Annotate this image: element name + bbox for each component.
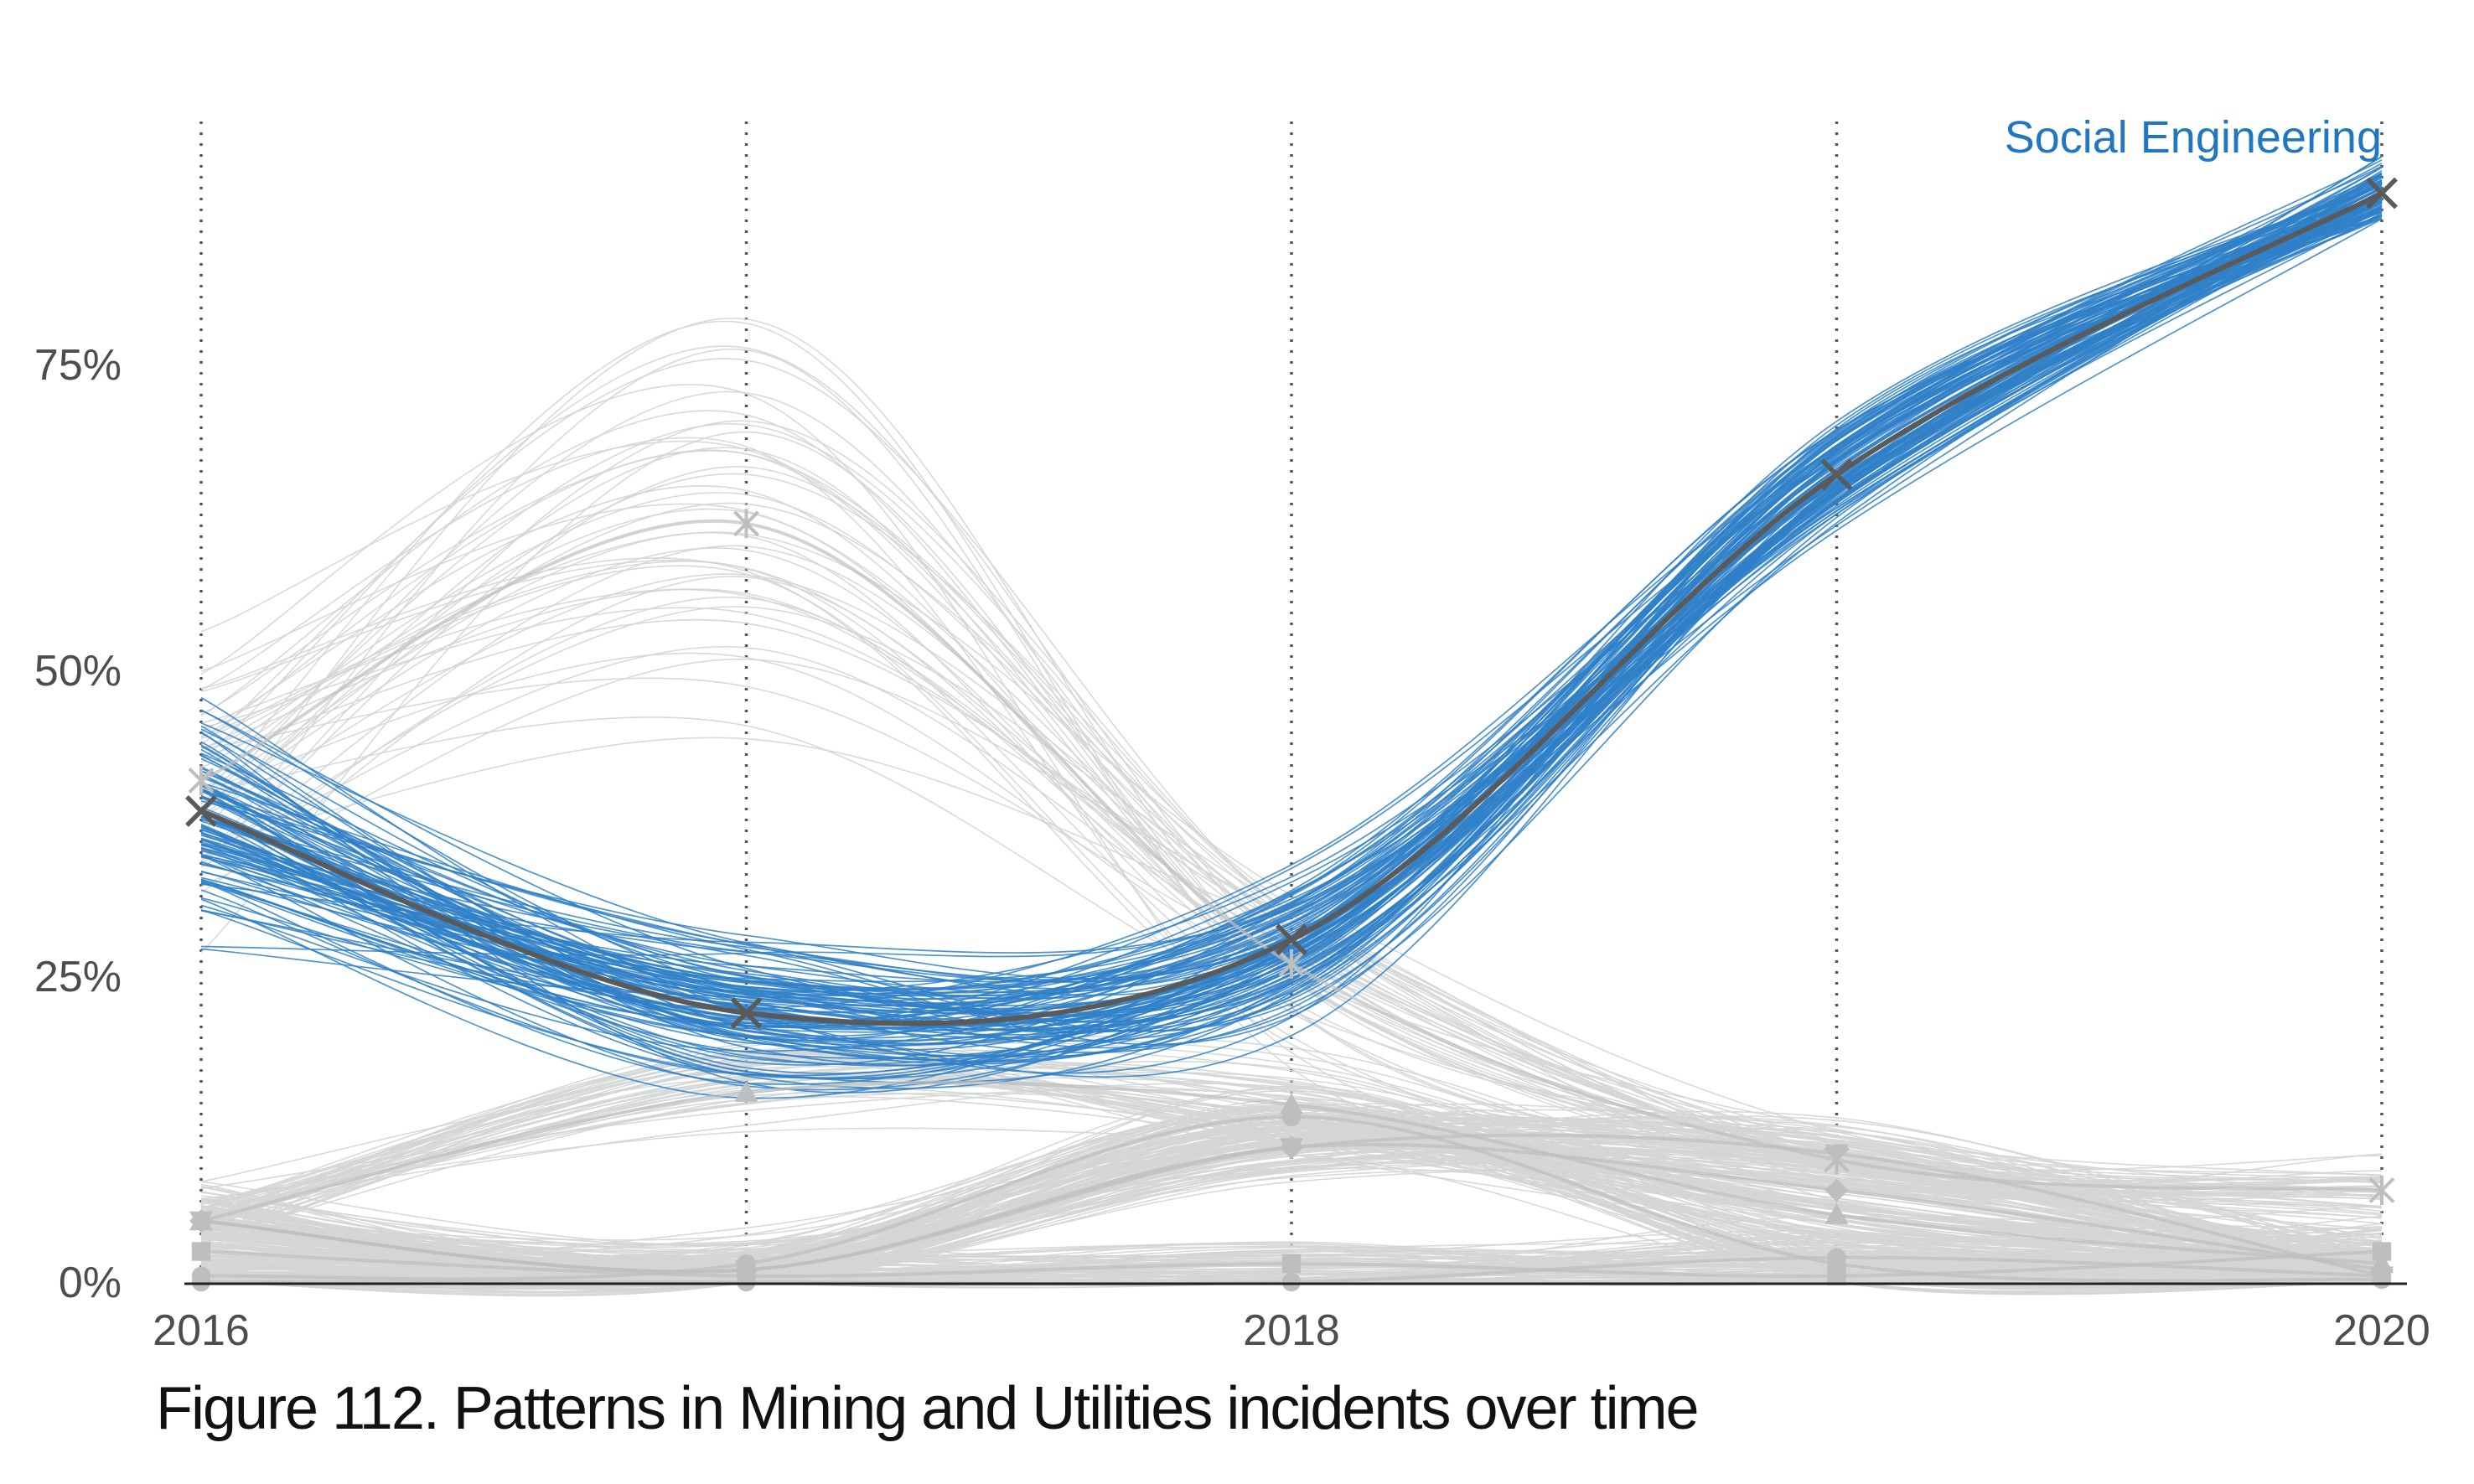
uncertainty-line: [200, 198, 2383, 990]
axes: 0% 25% 50% 75% 2016 2018 2020: [34, 341, 2430, 1355]
uncertainty-line: [200, 204, 2383, 1007]
figure-caption: Figure 112. Patterns in Mining and Utili…: [156, 1375, 1700, 1442]
uncertainty-line: [200, 200, 2383, 1027]
series-markers: [185, 177, 2398, 1292]
data-point: [734, 1080, 758, 1102]
uncertainty-line: [200, 193, 2383, 996]
uncertainty-line: [200, 318, 2383, 1176]
x-tick-label: 2020: [2333, 1306, 2430, 1355]
uncertainty-line: [200, 193, 2383, 997]
data-point: [737, 1254, 756, 1274]
data-point: [1824, 1144, 1849, 1166]
data-point: [191, 1242, 211, 1261]
x-tick-label: 2016: [153, 1306, 250, 1355]
uncertainty-line: [200, 197, 2383, 1032]
uncertainty-line: [200, 210, 2383, 1058]
data-point: [730, 996, 763, 1029]
highlight-series-label: Social Engineering: [2005, 112, 2382, 163]
data-point: [189, 1209, 213, 1233]
uncertainty-line: [200, 431, 2383, 1191]
uncertainty-line: [200, 181, 2383, 991]
uncertainty-line: [200, 194, 2383, 1032]
uncertainty-line: [200, 179, 2383, 1042]
uncertainty-line: [200, 390, 2383, 1197]
data-point: [1820, 458, 1853, 491]
uncertainty-line: [200, 209, 2383, 1012]
data-point: [1824, 1202, 1849, 1224]
data-point: [1280, 1093, 1303, 1114]
uncertainty-line: [200, 186, 2383, 1007]
uncertainty-line: [200, 170, 2383, 994]
uncertainty-line: [200, 210, 2383, 1004]
data-point: [733, 509, 759, 539]
y-tick-label: 0%: [59, 1259, 122, 1307]
series-line: [199, 190, 2383, 1026]
data-point: [1280, 1135, 1303, 1160]
data-point: [1281, 1272, 1302, 1292]
uncertainty-line: [200, 183, 2383, 1083]
data-point: [188, 765, 215, 795]
uncertainty-line: [200, 208, 2383, 1023]
chart: 0% 25% 50% 75% 2016 2018 2020 Social Engineeri…: [34, 112, 2430, 1355]
x-tick-label: 2018: [1243, 1306, 1340, 1355]
data-point: [2368, 1176, 2395, 1205]
data-point: [1827, 1254, 1846, 1274]
uncertainty-line: [200, 156, 2383, 1002]
y-tick-label: 75%: [34, 341, 122, 390]
data-point: [2366, 177, 2398, 209]
uncertainty-line: [200, 320, 2383, 1215]
data-point: [1276, 923, 1307, 956]
data-point: [1824, 1178, 1849, 1202]
data-point: [185, 794, 217, 827]
data-point: [191, 1266, 211, 1285]
data-point: [2372, 1269, 2392, 1290]
uncertainty-line: [200, 1049, 2383, 1253]
data-point: [1281, 1254, 1302, 1274]
data-point: [2372, 1242, 2392, 1261]
data-point: [1281, 1107, 1302, 1127]
uncertainty-line: [200, 184, 2383, 981]
uncertainty-line: [200, 165, 2383, 1063]
data-point: [1278, 949, 1305, 979]
uncertainty-line: [200, 156, 2383, 1042]
highlight-median-line: [199, 190, 2383, 1026]
y-tick-label: 50%: [34, 647, 122, 695]
data-point: [737, 1272, 756, 1292]
y-tick-label: 25%: [34, 953, 122, 1001]
